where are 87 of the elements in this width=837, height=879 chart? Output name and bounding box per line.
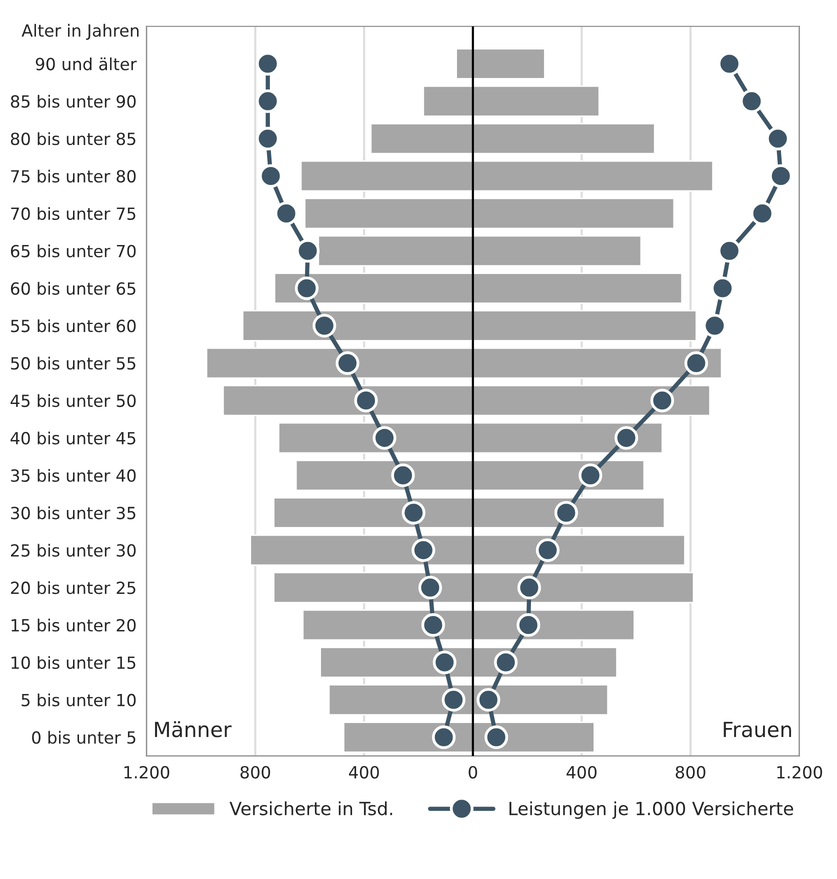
point	[418, 576, 442, 600]
bar	[242, 310, 474, 342]
y-tick-label: 45 bis unter 50	[10, 394, 136, 408]
bar	[472, 497, 666, 528]
point	[516, 613, 540, 637]
annotation: Frauen	[724, 722, 792, 738]
x-tick-label: 400	[349, 766, 379, 779]
bar	[472, 572, 694, 604]
y-tick-label: 85 bis unter 90	[10, 94, 136, 108]
annotation: Männer	[155, 721, 232, 738]
bar	[320, 646, 474, 678]
bar	[472, 460, 645, 491]
point	[354, 388, 378, 412]
point	[494, 650, 518, 674]
bar	[472, 310, 697, 342]
point	[294, 276, 319, 300]
point	[391, 464, 415, 488]
bar	[472, 534, 686, 566]
legend-label: Leistungen je 1.000 Versicherte	[510, 801, 794, 819]
point	[432, 725, 456, 750]
y-tick-label: 40 bis unter 45	[10, 432, 136, 444]
bar	[472, 347, 722, 379]
bar	[472, 160, 714, 192]
bar	[472, 384, 711, 416]
point	[517, 576, 542, 600]
bar	[250, 534, 474, 566]
y-tick-label: 10 bis unter 15	[12, 656, 136, 669]
y-axis-title: Alter in Jahren	[22, 24, 139, 40]
bar	[472, 86, 600, 117]
y-tick-label: 30 bis unter 35	[11, 506, 136, 520]
point	[554, 500, 578, 525]
bar	[304, 198, 474, 230]
point	[442, 688, 466, 712]
point	[372, 426, 396, 450]
bar	[472, 272, 683, 304]
legend-label: Versicherte in Tsd.	[230, 801, 392, 816]
x-tick-label: 1.200	[777, 766, 822, 779]
y-tick-label: 75 bis unter 80	[11, 170, 136, 183]
point	[412, 538, 436, 562]
bar	[456, 48, 474, 80]
y-tick-label: 50 bis unter 55	[11, 356, 136, 370]
point	[476, 688, 500, 712]
bar	[472, 48, 546, 80]
point	[650, 388, 674, 412]
y-tick-label: 0 bis unter 5	[32, 730, 136, 744]
y-tick-label: 25 bis unter 30	[11, 544, 136, 557]
bar	[295, 460, 474, 491]
bar	[300, 160, 474, 192]
bar	[273, 497, 474, 528]
y-tick-label: 15 bis unter 20	[12, 618, 136, 632]
bar	[472, 235, 642, 267]
point	[402, 500, 426, 525]
x-tick-label: 0	[468, 766, 478, 779]
point	[312, 314, 336, 338]
y-tick-label: 55 bis unter 60	[11, 319, 136, 332]
y-tick-label: 5 bis unter 10	[22, 693, 136, 706]
x-tick-label: 800	[676, 766, 706, 779]
x-tick-label: 1.200	[124, 766, 170, 779]
bar	[472, 198, 675, 230]
point	[536, 538, 560, 562]
point	[614, 426, 638, 450]
point	[684, 351, 708, 375]
bar	[222, 384, 474, 416]
x-tick-label: 800	[240, 766, 270, 779]
y-tick-label: 60 bis unter 65	[10, 282, 136, 295]
bar	[422, 86, 474, 117]
point	[484, 725, 508, 750]
y-tick-label: 80 bis unter 85	[10, 132, 136, 146]
point	[336, 351, 360, 375]
bar	[472, 609, 635, 641]
y-tick-label: 70 bis unter 75	[11, 207, 136, 220]
y-tick-label: 20 bis unter 25	[11, 581, 136, 594]
y-tick-label: 35 bis unter 40	[11, 469, 136, 482]
bar	[370, 122, 474, 154]
bar	[206, 347, 474, 379]
point	[432, 650, 456, 674]
y-tick-label: 90 und älter	[36, 57, 137, 70]
x-tick-label: 400	[566, 766, 597, 779]
bar	[472, 422, 663, 454]
point	[421, 613, 445, 637]
y-tick-label: 65 bis unter 70	[10, 244, 136, 258]
bar	[274, 272, 474, 304]
bar	[278, 422, 474, 454]
bar	[472, 122, 656, 154]
point	[578, 464, 602, 488]
bar	[273, 572, 474, 604]
bar	[302, 609, 474, 641]
